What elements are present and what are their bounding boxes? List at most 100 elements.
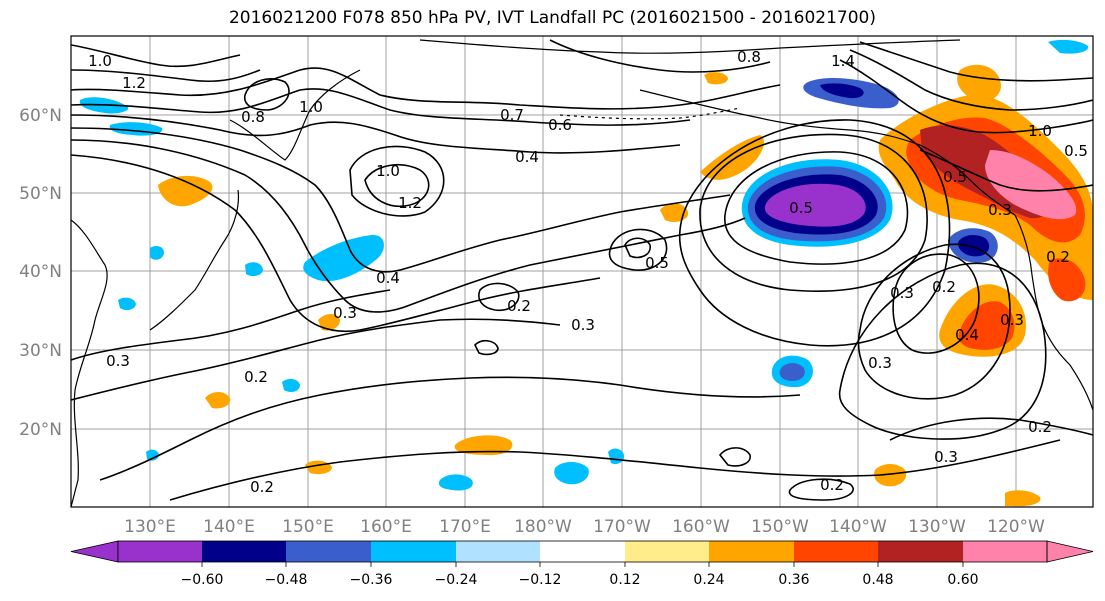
pv-contour	[71, 67, 781, 110]
contour-label: 0.5	[645, 254, 669, 272]
positive-anomaly-region	[158, 175, 213, 207]
negative-anomaly-region	[150, 245, 164, 260]
pv-contour	[364, 164, 430, 207]
colorbar-tick-label: 0.60	[947, 572, 978, 588]
contour-label: 0.4	[515, 148, 539, 166]
aleutian-islands	[559, 107, 741, 120]
colorbar-segment	[371, 541, 456, 562]
contour-label: 1.4	[831, 52, 855, 70]
colorbar-extend-high	[1046, 540, 1094, 563]
positive-anomaly-region	[958, 301, 1015, 350]
pv-contour	[919, 149, 1093, 192]
colorbar-tick-label: −0.60	[181, 572, 224, 588]
longitude-label: 150°E	[282, 517, 334, 537]
contour-label: 1.0	[299, 98, 323, 116]
colorbar-segment	[118, 541, 202, 562]
pv-contour	[71, 88, 691, 126]
longitude-label: 120°W	[987, 517, 1045, 537]
pv-contour	[71, 289, 391, 361]
contour-label: 1.0	[1028, 122, 1052, 140]
positive-anomaly-region	[874, 464, 907, 487]
plot-frame	[70, 35, 1094, 508]
pv-contour	[838, 262, 1047, 440]
colorbar-tick-label: 0.24	[693, 572, 724, 588]
colorbar: −0.60 −0.48 −0.36 −0.24 −0.12 0.12 0.24 0.36 0.4…	[70, 540, 1094, 588]
pv-contour	[169, 439, 1061, 501]
contour-label: 0.2	[932, 278, 956, 296]
contour-label: 0.2	[244, 368, 268, 386]
latitude-label: 30°N	[19, 341, 62, 361]
pv-contour	[849, 49, 1093, 111]
positive-anomaly-region	[1005, 490, 1041, 507]
positive-anomaly-region	[700, 135, 765, 180]
japan-coastline	[149, 189, 240, 331]
pv-contour	[678, 119, 951, 347]
longitude-label: 140°W	[829, 517, 887, 537]
contour-label: 0.8	[241, 108, 265, 126]
contour-label: 0.3	[333, 304, 357, 322]
contour-label: 1.2	[398, 194, 422, 212]
longitude-label: 170°W	[593, 517, 651, 537]
contour-label: 0.3	[571, 316, 595, 334]
colorbar-segment	[794, 541, 878, 562]
colorbar-frame	[117, 540, 1048, 563]
negative-anomaly-region	[820, 83, 864, 99]
contour-label: 0.4	[376, 269, 400, 287]
negative-anomaly-region	[146, 449, 159, 461]
colorbar-segment	[625, 541, 709, 562]
colorbar-tick-label: 0.48	[862, 572, 893, 588]
contour-label: 1.0	[376, 162, 400, 180]
contour-label: 0.3	[934, 448, 958, 466]
colorbar-segment	[202, 541, 286, 562]
pv-contour	[718, 447, 751, 467]
pv-contour	[724, 151, 909, 265]
longitude-axis: 130°E 140°E 150°E 160°E 170°E 180°W 170°W 160°W…	[124, 517, 1045, 537]
contour-label: 1.2	[122, 74, 146, 92]
latitude-label: 60°N	[19, 106, 62, 126]
negative-anomaly-region	[282, 378, 300, 393]
pv-contour	[699, 133, 928, 292]
colorbar-tick-label: −0.24	[435, 572, 478, 588]
positive-anomaly-region	[957, 64, 1001, 102]
contour-label: 0.2	[1046, 248, 1070, 266]
positive-anomaly-region	[660, 203, 689, 223]
pv-contour	[71, 318, 561, 401]
latitude-label: 50°N	[19, 184, 62, 204]
contour-label: 0.2	[507, 297, 531, 315]
pv-contour	[857, 243, 1011, 400]
kamchatka-coastline	[229, 69, 361, 161]
colorbar-segment	[709, 541, 794, 562]
contour-label: 0.3	[868, 354, 892, 372]
positive-anomaly-region	[704, 72, 728, 85]
contour-labels: 1.0 1.2 0.8 1.0 0.7 0.6 0.4 1.0 1.2 0.4 0.3 0.2 0.3 0…	[88, 48, 1088, 496]
pv-contour	[99, 376, 801, 481]
negative-anomaly-center	[764, 183, 866, 227]
pv-contour	[889, 417, 1093, 441]
latitude-label: 40°N	[19, 262, 62, 282]
colorbar-tick-label: −0.48	[265, 572, 308, 588]
colorbar-tick-label: −0.12	[519, 572, 562, 588]
contour-label: 0.3	[1000, 311, 1024, 329]
contour-label: 0.7	[500, 106, 524, 124]
positive-anomaly-region	[454, 435, 513, 456]
negative-anomaly-region	[779, 363, 805, 381]
longitude-label: 160°W	[672, 517, 730, 537]
contour-label: 0.5	[789, 199, 813, 217]
negative-anomaly-region	[554, 462, 589, 485]
longitude-label: 150°W	[751, 517, 809, 537]
negative-anomaly-region	[303, 234, 384, 282]
colorbar-tick-label: −0.36	[350, 572, 393, 588]
pv-contour	[892, 253, 980, 354]
pv-contour	[71, 139, 746, 313]
contour-label: 0.3	[106, 352, 130, 370]
contour-label: 0.2	[250, 478, 274, 496]
contour-label: 0.2	[820, 476, 844, 494]
colorbar-extend-low	[70, 540, 119, 563]
longitude-label: 170°E	[439, 517, 491, 537]
pv-contour	[243, 78, 290, 111]
negative-anomaly-region	[245, 262, 263, 277]
pv-contour	[478, 282, 520, 312]
pv-contour	[859, 41, 1093, 82]
latitude-label: 20°N	[19, 420, 62, 440]
